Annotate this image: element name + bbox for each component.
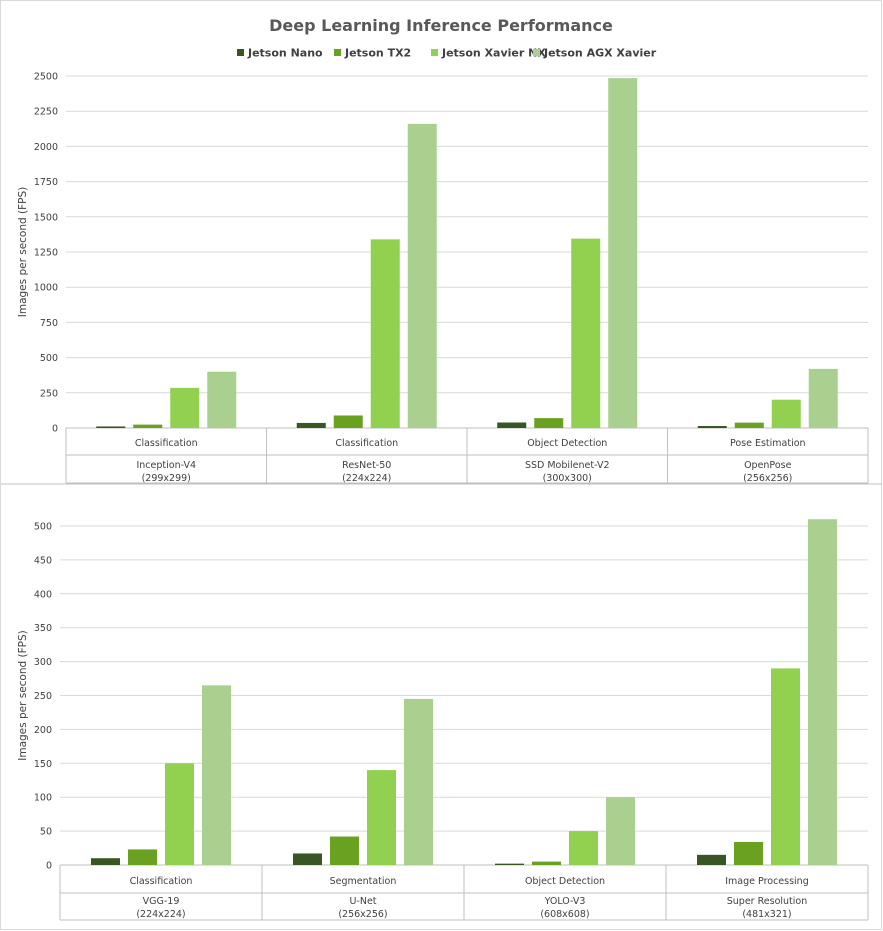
y-tick-label: 300 [34, 657, 52, 668]
category-task-label: Segmentation [330, 876, 397, 887]
legend-label-jetson-nano: Jetson Nano [247, 47, 323, 60]
bar-jetson-agx-xavier [404, 698, 433, 865]
bar-jetson-nano [91, 858, 120, 865]
category-model-label: Super Resolution [727, 896, 808, 907]
legend: Jetson Nano Jetson TX2 Jetson Xavier NXJet… [237, 47, 657, 60]
bar-jetson-agx-xavier [202, 685, 231, 865]
category-task-label: Pose Estimation [730, 438, 806, 449]
y-tick-label: 0 [46, 861, 52, 872]
y-tick-label: 250 [34, 691, 52, 702]
legend-label-jetson-xavier-nx: Jetson Xavier NX [441, 47, 546, 60]
bar-jetson-xavier-nx [771, 668, 800, 865]
y-tick-label: 2250 [34, 107, 58, 118]
bar-jetson-xavier-nx [367, 770, 396, 865]
category-task-label: Image Processing [725, 876, 809, 887]
y-tick-label: 500 [40, 353, 58, 364]
y-tick-label: 200 [34, 725, 52, 736]
bar-jetson-tx2 [333, 415, 363, 428]
category-model-label: SSD Mobilenet-V2 [525, 460, 610, 471]
category-resolution-label: (224x224) [136, 909, 185, 920]
y-tick-label: 1000 [34, 283, 58, 294]
y-tick-label: 750 [40, 318, 58, 329]
bar-jetson-agx-xavier [407, 123, 437, 428]
category-task-label: Classification [130, 876, 193, 887]
category-model-label: Inception-V4 [136, 460, 196, 471]
bar-jetson-tx2 [128, 849, 157, 865]
y-axis-label: Images per second (FPS) [17, 630, 29, 761]
bar-jetson-tx2 [734, 422, 764, 428]
category-task-label: Object Detection [525, 876, 605, 887]
y-tick-label: 1250 [34, 248, 58, 259]
legend-label-jetson-agx-xavier: Jetson AGX Xavier [543, 47, 657, 60]
category-model-label: ResNet-50 [342, 460, 391, 471]
y-tick-label: 150 [34, 759, 52, 770]
bar-jetson-nano [296, 422, 326, 428]
bar-jetson-nano [697, 854, 726, 865]
y-tick-label: 1500 [34, 212, 58, 223]
category-resolution-label: (256x256) [743, 473, 792, 484]
legend-swatch-jetson-tx2 [334, 49, 341, 56]
chart-title: Deep Learning Inference Performance [269, 16, 613, 35]
y-tick-label: 100 [34, 793, 52, 804]
bar-jetson-agx-xavier [606, 797, 635, 865]
bar-jetson-nano [697, 426, 727, 428]
bar-jetson-nano [497, 422, 527, 428]
category-resolution-label: (224x224) [342, 473, 391, 484]
bar-jetson-agx-xavier [207, 371, 237, 428]
category-resolution-label: (256x256) [338, 909, 387, 920]
bottom-panel: 0 50 100 150 200 250 300 350 400 450 500 Images per… [17, 519, 869, 921]
y-tick-label: 450 [34, 555, 52, 566]
y-tick-label: 250 [40, 388, 58, 399]
bar-jetson-xavier-nx [569, 831, 598, 865]
bar-jetson-xavier-nx [771, 399, 801, 428]
category-resolution-label: (299x299) [142, 473, 191, 484]
y-tick-label: 400 [34, 589, 52, 600]
y-tick-label: 2000 [34, 142, 58, 153]
legend-swatch-jetson-nano [237, 49, 244, 56]
legend-swatch-jetson-agx-xavier [533, 49, 540, 56]
y-tick-label: 1750 [34, 177, 58, 188]
category-task-label: Object Detection [527, 438, 607, 449]
bar-jetson-tx2 [330, 836, 359, 865]
category-model-label: U-Net [349, 896, 376, 907]
category-task-label: Classification [135, 438, 198, 449]
category-resolution-label: (608x608) [540, 909, 589, 920]
legend-label-jetson-tx2: Jetson TX2 [344, 47, 411, 60]
bar-jetson-nano [96, 426, 126, 428]
category-model-label: YOLO-V3 [544, 896, 586, 907]
category-model-label: OpenPose [744, 460, 792, 471]
y-tick-label: 350 [34, 623, 52, 634]
category-resolution-label: (300x300) [543, 473, 592, 484]
legend-swatch-jetson-xavier-nx [431, 49, 438, 56]
y-tick-label: 50 [40, 827, 52, 838]
bar-jetson-xavier-nx [170, 387, 200, 428]
category-model-label: VGG-19 [143, 896, 180, 907]
bar-jetson-nano [495, 863, 524, 865]
bar-jetson-tx2 [534, 418, 564, 428]
bar-jetson-xavier-nx [370, 239, 400, 428]
bar-jetson-tx2 [532, 861, 561, 865]
y-tick-label: 0 [52, 424, 58, 435]
y-tick-label: 2500 [34, 72, 58, 83]
bar-jetson-xavier-nx [165, 763, 194, 865]
bar-jetson-xavier-nx [571, 238, 601, 428]
bar-jetson-agx-xavier [808, 368, 838, 428]
y-axis-label: Images per second (FPS) [17, 187, 29, 318]
top-panel: 0 250 500 750 1000 1250 1500 1750 2000 2250 2500 Im… [17, 72, 869, 484]
bar-jetson-tx2 [133, 424, 163, 428]
category-resolution-label: (481x321) [742, 909, 791, 920]
bar-jetson-tx2 [734, 841, 763, 865]
bar-jetson-nano [293, 853, 322, 865]
category-task-label: Classification [335, 438, 398, 449]
bar-jetson-agx-xavier [608, 78, 638, 428]
bar-jetson-agx-xavier [808, 519, 837, 865]
y-tick-label: 500 [34, 522, 52, 533]
